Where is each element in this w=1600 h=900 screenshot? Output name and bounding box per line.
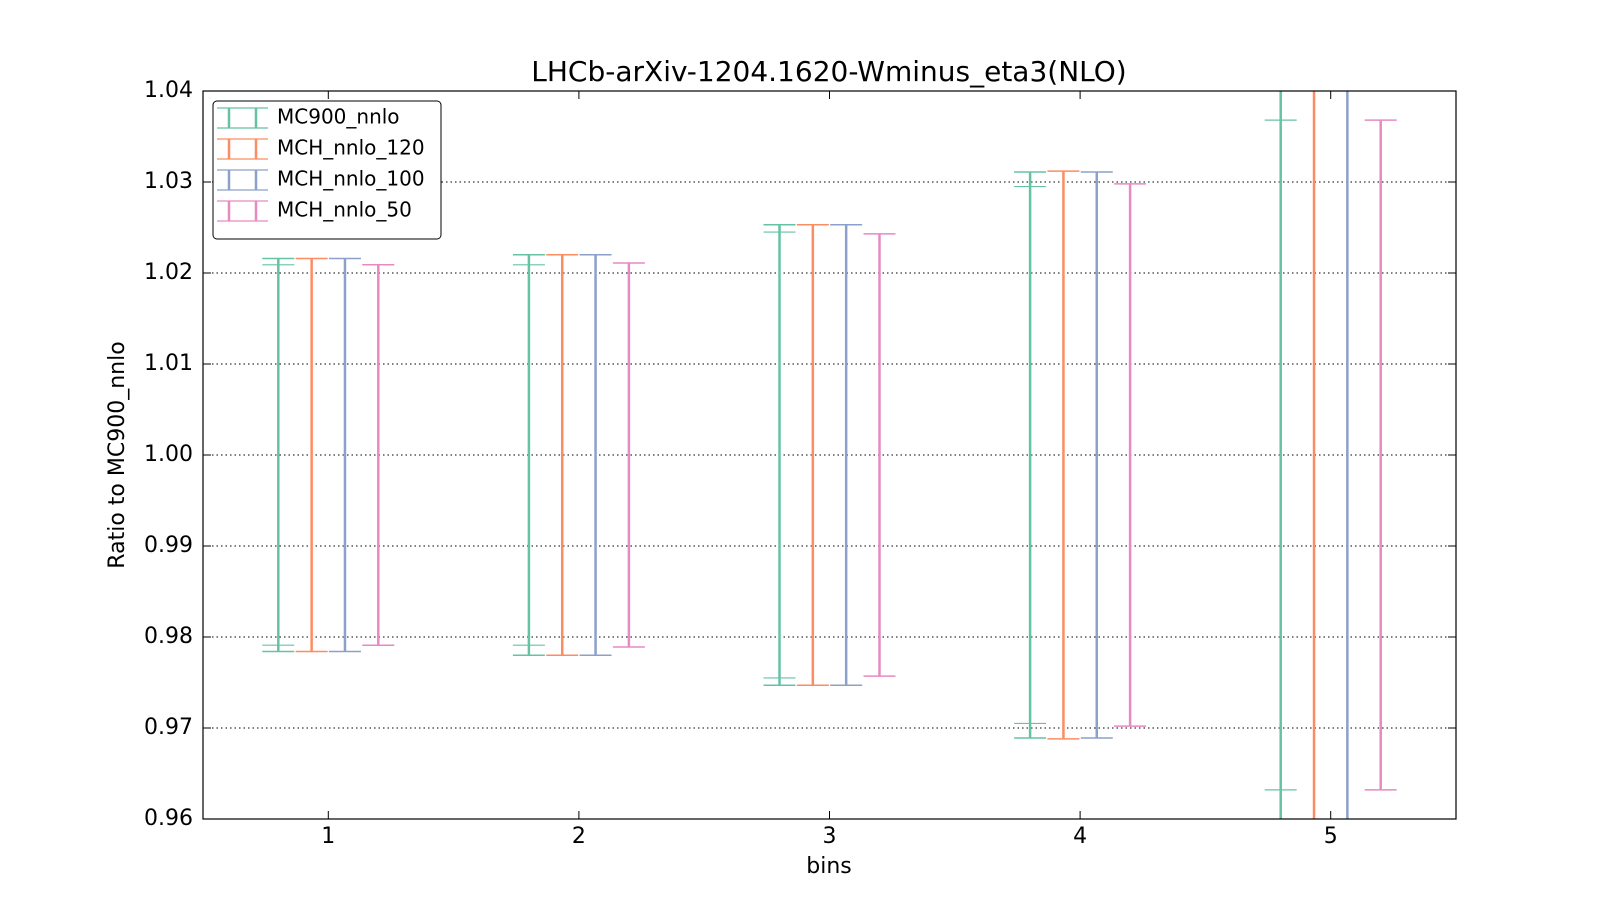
- y-tick-label: 0.96: [144, 806, 193, 831]
- y-tick-label: 0.98: [144, 624, 193, 649]
- x-tick-label: 4: [1073, 824, 1087, 849]
- x-axis-label: bins: [806, 854, 851, 879]
- y-tick-label: 1.01: [144, 351, 193, 376]
- plot-area: [262, 91, 1397, 819]
- legend-box: [212, 100, 442, 240]
- x-tick-label: 2: [572, 824, 586, 849]
- x-tick-label: 5: [1324, 824, 1338, 849]
- y-tick-label: 1.04: [144, 78, 193, 103]
- chart-title: LHCb-arXiv-1204.1620-Wminus_eta3(NLO): [531, 55, 1126, 88]
- legend-label: MCH_nnlo_100: [277, 167, 425, 191]
- y-tick-label: 0.99: [144, 533, 193, 558]
- legend-label: MCH_nnlo_120: [277, 136, 425, 160]
- y-tick-label: 0.97: [144, 715, 193, 740]
- y-tick-label: 1.03: [144, 169, 193, 194]
- legend-label: MC900_nnlo: [277, 105, 400, 129]
- legend-label: MCH_nnlo_50: [277, 198, 412, 222]
- y-tick-label: 1.00: [144, 442, 193, 467]
- axes: 0.96 0.97 0.98 0.99 1.00 1.01 1.02 1.03 1.04 1 2 3 4…: [144, 78, 1456, 849]
- x-tick-label: 3: [823, 824, 837, 849]
- legend: MC900_nnlo MCH_nnlo_120 MCH_nnlo_100 MCH_nn…: [212, 100, 442, 240]
- y-axis-label: Ratio to MC900_nnlo: [105, 341, 130, 568]
- x-tick-label: 1: [321, 824, 335, 849]
- y-tick-label: 1.02: [144, 260, 193, 285]
